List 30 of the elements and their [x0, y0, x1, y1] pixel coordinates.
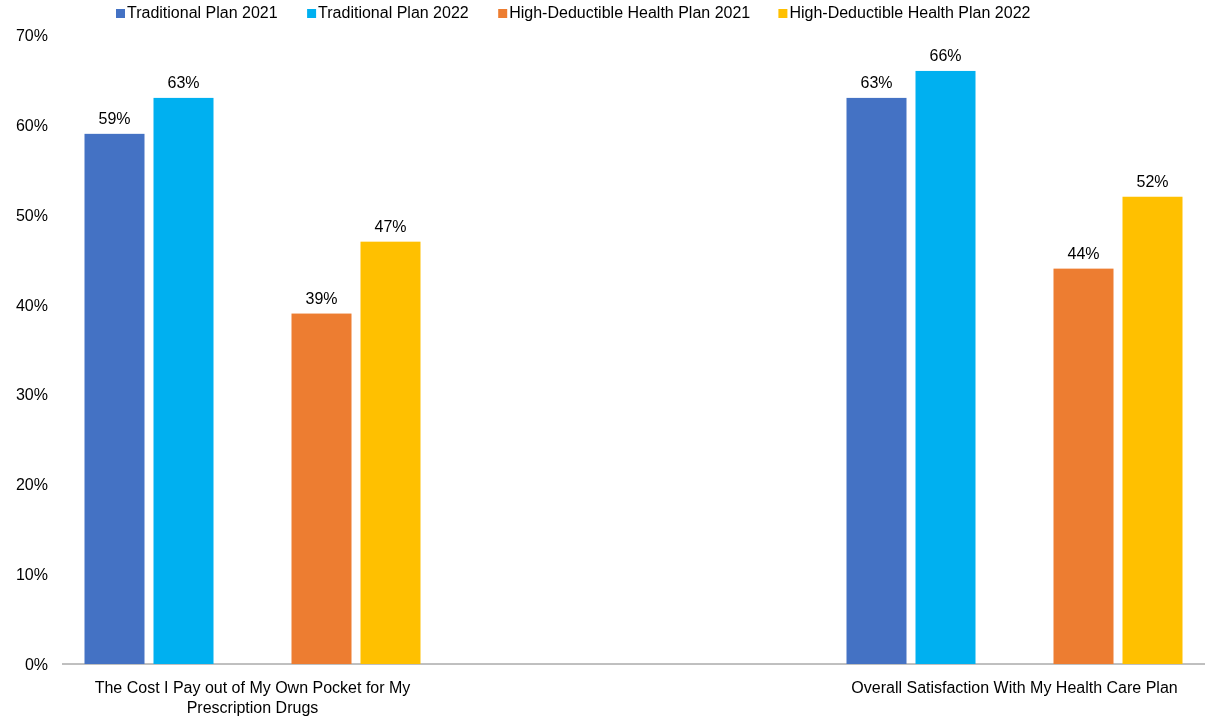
- bar: [1053, 268, 1114, 664]
- x-tick-label: The Cost I Pay out of My Own Pocket for My Prescription Drugs: [94, 679, 411, 716]
- bar: [153, 97, 214, 664]
- bar: [915, 70, 976, 664]
- bar: [846, 97, 907, 664]
- data-label: 59%: [98, 109, 131, 127]
- y-tick-label: 70%: [15, 27, 48, 44]
- x-tick-label: Overall Satisfaction With My Health Care Plan: [851, 679, 1178, 696]
- legend-label: High-Deductible Health Plan 2021: [509, 4, 751, 21]
- bar: [291, 313, 352, 664]
- legend-label: High-Deductible Health Plan 2022: [789, 4, 1031, 21]
- y-tick-label: 30%: [15, 386, 48, 404]
- y-tick-label: 50%: [15, 206, 48, 224]
- y-tick-label: 40%: [15, 296, 48, 314]
- data-label: 39%: [305, 289, 338, 307]
- y-tick-label: 10%: [15, 566, 48, 584]
- y-tick-label: 20%: [15, 476, 48, 494]
- data-label: 44%: [1067, 244, 1100, 262]
- data-label: 63%: [860, 73, 893, 91]
- data-label: 47%: [374, 217, 407, 235]
- bar: [84, 133, 145, 664]
- bar: [360, 241, 421, 664]
- bar: [1122, 196, 1183, 664]
- data-label: 66%: [929, 46, 962, 64]
- data-label: 52%: [1136, 172, 1169, 190]
- y-tick-label: 60%: [15, 116, 48, 134]
- legend-label: Traditional Plan 2021: [127, 4, 278, 21]
- legend-label: Traditional Plan 2022: [318, 4, 469, 21]
- y-tick-label: 0%: [24, 656, 48, 673]
- data-label: 63%: [167, 73, 200, 91]
